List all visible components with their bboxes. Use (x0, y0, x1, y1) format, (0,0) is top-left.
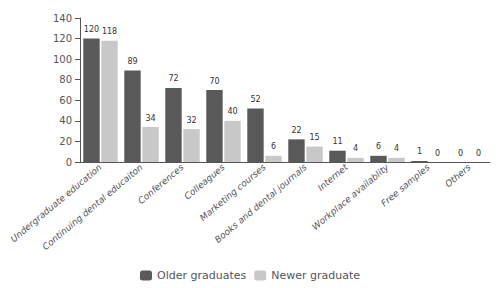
svg-text:6: 6 (376, 142, 381, 151)
svg-text:1: 1 (417, 147, 422, 156)
svg-text:40: 40 (227, 107, 237, 116)
svg-text:20: 20 (59, 136, 72, 147)
svg-text:32: 32 (186, 116, 196, 125)
svg-text:Books and dental journals: Books and dental journals (213, 162, 309, 245)
svg-text:Older graduates: Older graduates (157, 269, 247, 282)
svg-text:4: 4 (353, 144, 358, 153)
svg-text:89: 89 (127, 57, 137, 66)
svg-text:70: 70 (209, 77, 219, 86)
svg-text:Continuing dental educaiton: Continuing dental educaiton (40, 162, 144, 252)
svg-text:0: 0 (458, 149, 463, 158)
svg-text:Free samples: Free samples (379, 162, 432, 209)
svg-text:Colleagues: Colleagues (182, 162, 227, 202)
svg-text:34: 34 (145, 114, 155, 123)
svg-text:0: 0 (476, 149, 481, 158)
svg-text:60: 60 (59, 95, 72, 106)
svg-text:6: 6 (271, 142, 276, 151)
svg-text:120: 120 (84, 25, 99, 34)
svg-text:120: 120 (53, 33, 72, 44)
svg-text:Conferences: Conferences (136, 162, 186, 206)
svg-text:Internet: Internet (316, 162, 350, 193)
svg-text:72: 72 (168, 74, 178, 83)
svg-text:40: 40 (59, 115, 72, 126)
svg-text:4: 4 (394, 144, 399, 153)
svg-text:100: 100 (53, 54, 72, 65)
svg-text:80: 80 (59, 74, 72, 85)
svg-text:0: 0 (435, 149, 440, 158)
svg-text:Marketing courses: Marketing courses (198, 162, 268, 223)
svg-text:Others: Others (443, 162, 473, 189)
svg-text:11: 11 (332, 137, 342, 146)
svg-text:Undergraduate education: Undergraduate education (8, 162, 104, 245)
svg-text:Workplace availablity: Workplace availablity (310, 162, 391, 232)
svg-text:Newer graduate: Newer graduate (271, 269, 360, 282)
svg-text:0: 0 (66, 157, 72, 168)
svg-text:118: 118 (102, 27, 117, 36)
svg-text:140: 140 (53, 13, 72, 24)
svg-text:22: 22 (291, 126, 301, 135)
svg-text:52: 52 (250, 95, 260, 104)
svg-text:15: 15 (309, 133, 319, 142)
